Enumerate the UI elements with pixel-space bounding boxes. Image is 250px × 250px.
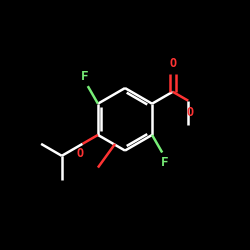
Text: O: O [186, 106, 194, 119]
Text: O: O [76, 147, 84, 160]
Text: O: O [169, 57, 176, 70]
Text: F: F [81, 70, 89, 83]
Text: F: F [161, 156, 169, 170]
